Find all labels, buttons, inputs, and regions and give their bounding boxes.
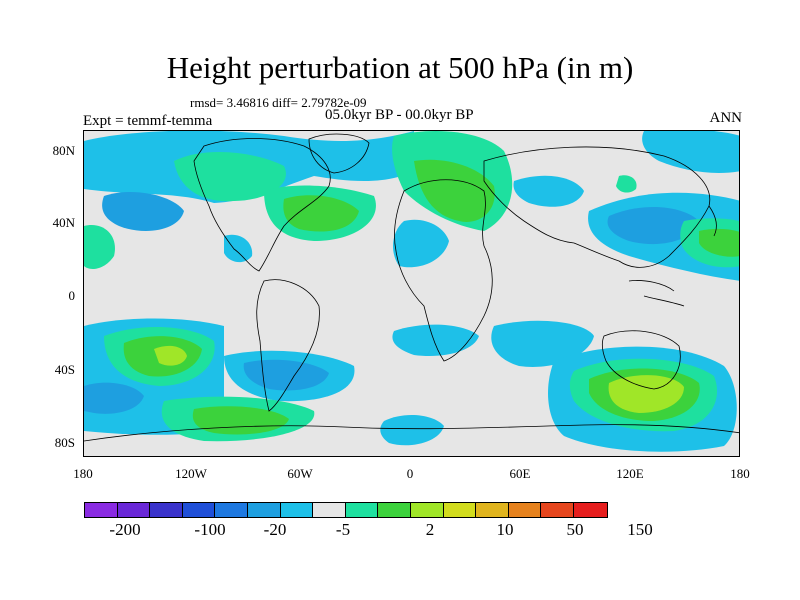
north-america-coast — [193, 138, 331, 272]
europe-africa-coast — [394, 179, 493, 362]
colorbar-swatch — [541, 503, 574, 517]
lat-label: 80S — [54, 435, 75, 450]
contour-region — [607, 206, 699, 245]
japan-coast — [708, 205, 717, 237]
contour-region — [154, 345, 187, 366]
colorbar-swatch — [150, 503, 183, 517]
contour-region — [224, 234, 253, 263]
contour-region — [192, 406, 289, 435]
colorbar-swatch — [573, 503, 607, 517]
antarctica-coast — [84, 424, 739, 442]
lat-label: 40N — [52, 215, 75, 230]
colorbar-swatch — [85, 503, 118, 517]
colorbar-label: 10 — [496, 520, 514, 539]
contour-region — [642, 131, 739, 173]
coastlines — [84, 133, 739, 442]
stats-label: rmsd= 3.46816 diff= 2.79782e-09 — [190, 95, 367, 110]
colorbar-label: 2 — [425, 520, 435, 539]
lon-label: 60E — [509, 466, 531, 481]
contour-region — [616, 175, 637, 193]
colorbar-label: -5 — [335, 520, 351, 539]
colorbar-swatch — [443, 503, 477, 517]
colorbar-swatch — [182, 503, 216, 517]
contour-region — [392, 219, 449, 268]
colorbar-swatch — [345, 503, 379, 517]
greenland-coast — [308, 133, 370, 174]
colorbar — [84, 502, 608, 518]
contour-region — [102, 191, 184, 231]
colorbar-swatch — [247, 503, 281, 517]
season-label: ANN — [709, 110, 743, 126]
colorbar-swatch — [280, 503, 314, 517]
contour-region — [380, 414, 444, 446]
indonesia-coast — [628, 280, 685, 307]
colorbar-label: -200 — [109, 520, 141, 539]
map-title: Height perturbation at 500 hPa (in m) — [166, 50, 634, 85]
experiment-label: Expt = temmf-temma — [83, 113, 213, 129]
contour-region — [513, 175, 584, 207]
lat-label: 40S — [54, 362, 75, 377]
contour-region — [608, 375, 684, 413]
map-plot-area — [83, 130, 740, 457]
contour-region — [392, 324, 479, 357]
contour-region — [84, 382, 144, 414]
colorbar-swatch — [476, 503, 509, 517]
colorbar-label: -100 — [194, 520, 226, 539]
australia-coast — [601, 330, 681, 390]
colorbar-label: 150 — [627, 520, 653, 539]
colorbar-swatch — [117, 503, 151, 517]
colorbar-swatch — [508, 503, 542, 517]
lat-label: 80N — [52, 143, 75, 158]
period-label: 05.0kyr BP - 00.0kyr BP — [325, 107, 474, 123]
lat-label: 0 — [68, 288, 76, 303]
colorbar-swatch — [378, 503, 411, 517]
contour-region — [283, 195, 359, 232]
lon-label: 0 — [406, 466, 414, 481]
colorbar-label: 50 — [566, 520, 584, 539]
map-svg — [84, 131, 739, 456]
colorbar-swatch — [410, 503, 444, 517]
contour-region — [414, 159, 495, 222]
lon-label: 120E — [616, 466, 644, 481]
colorbar-swatch — [313, 503, 346, 517]
contour-region — [243, 359, 329, 391]
contour-region — [699, 228, 739, 257]
lon-label: 120W — [175, 466, 207, 481]
south-america-coast — [256, 279, 320, 412]
contour-region — [84, 225, 115, 269]
colorbar-label: -20 — [263, 520, 287, 539]
lon-label: 180 — [730, 466, 750, 481]
contour-region — [491, 320, 594, 367]
asia-coast — [483, 146, 711, 268]
lon-label: 60W — [287, 466, 313, 481]
lon-label: 180 — [73, 466, 93, 481]
colorbar-swatch — [215, 503, 248, 517]
